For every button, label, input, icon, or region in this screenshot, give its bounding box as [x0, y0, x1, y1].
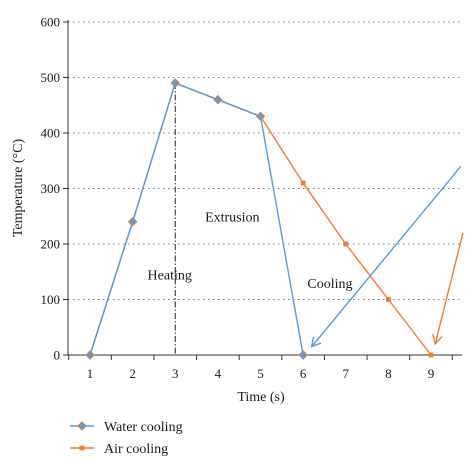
arrow-1-head	[310, 336, 322, 348]
legend: Water cooling Air cooling	[70, 420, 183, 457]
y-tick-label-500: 500	[41, 70, 61, 85]
water-cooling-point-2	[127, 217, 138, 227]
legend-marker-water-cooling	[77, 421, 87, 431]
water-cooling-point-3	[170, 78, 181, 88]
y-tick-label-300: 300	[41, 181, 61, 196]
x-tick-label-1: 1	[87, 366, 94, 381]
water-cooling-point-5	[255, 111, 266, 122]
x-tick-label-9: 9	[428, 366, 435, 381]
arrow-1-shaft	[311, 165, 462, 348]
legend-label-water-cooling: Water cooling	[104, 420, 183, 435]
air-cooling-point-6	[300, 180, 306, 186]
arrow-2-shaft	[434, 232, 464, 345]
arrows-layer	[310, 165, 464, 348]
annotations-layer: Heating Extrusion Cooling	[148, 210, 353, 292]
series-layer	[85, 78, 434, 360]
air-cooling-point-7	[343, 241, 349, 247]
legend-marker-air-cooling	[79, 445, 85, 451]
air-cooling-line	[89, 82, 432, 356]
annotation-heating: Heating	[148, 269, 192, 284]
x-tick-label-5: 5	[257, 366, 264, 381]
y-tick-label-200: 200	[41, 237, 61, 252]
annotation-cooling: Cooling	[307, 277, 352, 292]
y-tick-label-0: 0	[54, 348, 61, 363]
x-tick-label-8: 8	[385, 366, 392, 381]
y-tick-labels: 0 100 200 300 400 500 600	[41, 15, 61, 363]
water-cooling-line	[89, 82, 304, 356]
y-tick-label-600: 600	[41, 15, 61, 30]
x-tick-label-4: 4	[215, 366, 222, 381]
arrow-2	[432, 232, 464, 346]
x-tick-label-7: 7	[343, 366, 350, 381]
y-tick-label-100: 100	[41, 292, 61, 307]
x-axis-title: Time (s)	[237, 390, 285, 405]
water-cooling-point-1	[85, 350, 95, 360]
legend-item-water-cooling: Water cooling	[70, 420, 183, 435]
air-cooling-point-9	[428, 352, 434, 358]
y-axis-title: Temperature (°C)	[11, 139, 26, 238]
air-cooling-point-8	[385, 297, 391, 302]
x-tick-label-6: 6	[300, 366, 307, 381]
legend-item-air-cooling: Air cooling	[70, 442, 168, 457]
grid-lines	[68, 21, 462, 300]
y-tick-label-400: 400	[41, 126, 61, 141]
x-tick-label-2: 2	[129, 366, 136, 381]
x-tick-label-3: 3	[172, 366, 179, 381]
legend-label-air-cooling: Air cooling	[104, 442, 168, 457]
axes	[63, 20, 462, 360]
water-cooling-point-6	[298, 350, 308, 360]
annotation-extrusion: Extrusion	[205, 210, 259, 225]
arrow-1	[310, 165, 462, 348]
x-tick-labels: 1 2 3 4 5 6 7 8 9	[87, 366, 435, 381]
arrow-2-head	[432, 334, 443, 346]
water-cooling-point-4	[213, 94, 223, 105]
